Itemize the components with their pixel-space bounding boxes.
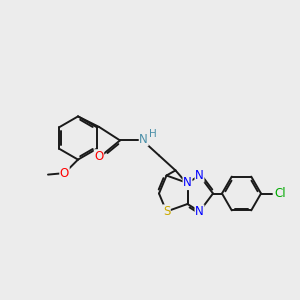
Text: N: N (139, 133, 148, 146)
Text: N: N (183, 176, 192, 190)
Text: Cl: Cl (275, 187, 286, 200)
Text: S: S (163, 205, 170, 218)
Text: N: N (195, 169, 204, 182)
Text: N: N (195, 205, 204, 218)
Text: H: H (149, 129, 157, 139)
Text: O: O (60, 167, 69, 180)
Text: O: O (94, 150, 103, 163)
